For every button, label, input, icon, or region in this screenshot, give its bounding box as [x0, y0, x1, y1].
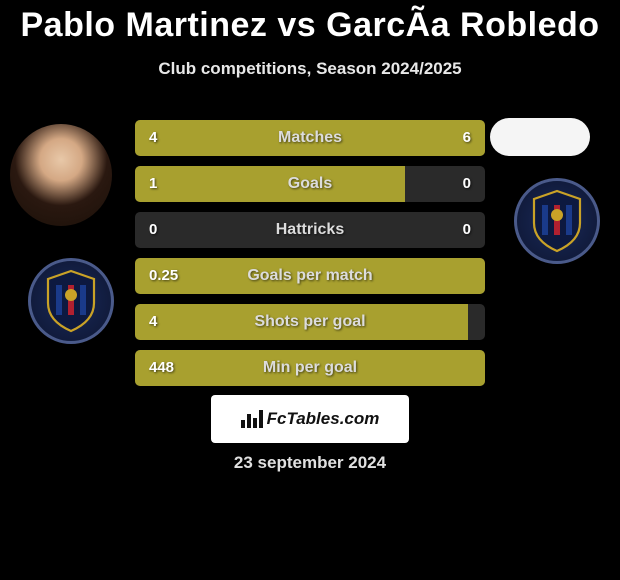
player1-value: 0.25 [149, 258, 178, 294]
date-text: 23 september 2024 [0, 453, 620, 473]
stat-row: Hattricks0 0 [135, 212, 485, 248]
stat-label: Matches [135, 120, 485, 156]
stat-row: Goals per match0.25 [135, 258, 485, 294]
player2-club-badge [514, 178, 600, 264]
stat-label: Hattricks [135, 212, 485, 248]
stat-label: Goals per match [135, 258, 485, 294]
stat-row: Shots per goal4 [135, 304, 485, 340]
stat-row: Matches4 6 [135, 120, 485, 156]
player1-club-badge [28, 258, 114, 344]
page-title: Pablo Martinez vs GarcÃa Robledo [0, 0, 620, 45]
page-subtitle: Club competitions, Season 2024/2025 [0, 59, 620, 79]
shield-icon [530, 189, 584, 253]
comparison-chart: Matches46Goals10Hattricks00Goals per mat… [135, 120, 485, 396]
player1-value: 0 [149, 212, 157, 248]
player2-value: 6 [463, 120, 471, 156]
stat-label: Shots per goal [135, 304, 485, 340]
stat-label: Goals [135, 166, 485, 202]
shield-icon [44, 269, 98, 333]
player2-value: 0 [463, 212, 471, 248]
stat-row: Goals1 0 [135, 166, 485, 202]
player2-photo [490, 118, 590, 156]
player1-value: 448 [149, 350, 174, 386]
player1-value: 1 [149, 166, 157, 202]
branding-label: FcTables.com [267, 409, 380, 429]
fctables-branding: FcTables.com [211, 395, 409, 443]
player1-photo [10, 124, 112, 226]
player1-value: 4 [149, 120, 157, 156]
bar-chart-icon [241, 410, 263, 428]
stat-label: Min per goal [135, 350, 485, 386]
player2-value: 0 [463, 166, 471, 202]
stat-row: Min per goal448 [135, 350, 485, 386]
player1-value: 4 [149, 304, 157, 340]
